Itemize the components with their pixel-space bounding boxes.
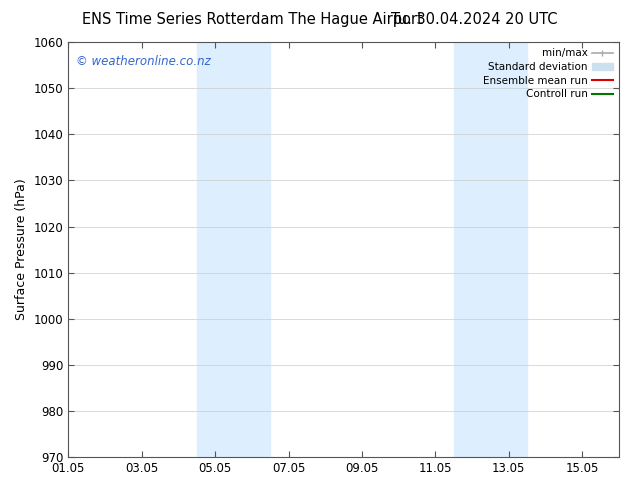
Bar — [454, 42, 527, 457]
Bar — [197, 42, 270, 457]
Text: © weatheronline.co.nz: © weatheronline.co.nz — [77, 54, 211, 68]
Y-axis label: Surface Pressure (hPa): Surface Pressure (hPa) — [15, 179, 28, 320]
Text: ENS Time Series Rotterdam The Hague Airport: ENS Time Series Rotterdam The Hague Airp… — [82, 12, 423, 27]
Text: Tu. 30.04.2024 20 UTC: Tu. 30.04.2024 20 UTC — [391, 12, 558, 27]
Legend: min/max, Standard deviation, Ensemble mean run, Controll run: min/max, Standard deviation, Ensemble me… — [479, 44, 617, 103]
